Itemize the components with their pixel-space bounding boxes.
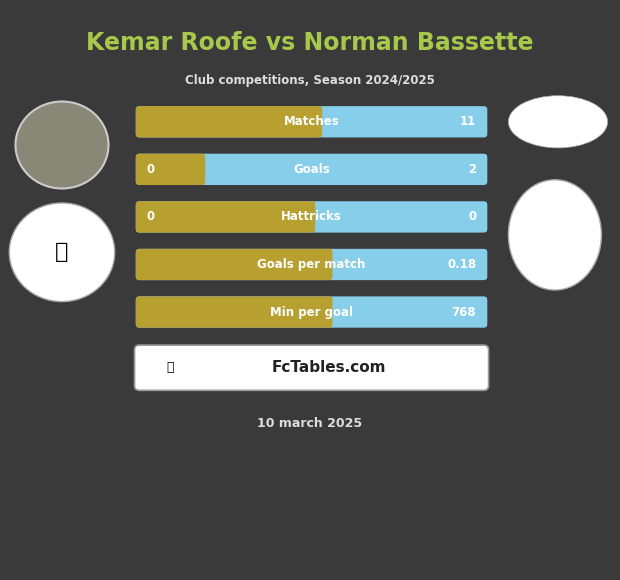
FancyBboxPatch shape bbox=[136, 154, 487, 185]
FancyBboxPatch shape bbox=[136, 249, 487, 280]
Text: 0: 0 bbox=[147, 163, 155, 176]
Text: Goals per match: Goals per match bbox=[257, 258, 366, 271]
Text: Hattricks: Hattricks bbox=[281, 211, 342, 223]
Text: Matches: Matches bbox=[284, 115, 339, 128]
FancyBboxPatch shape bbox=[136, 249, 332, 280]
Text: 768: 768 bbox=[451, 306, 476, 318]
Ellipse shape bbox=[508, 96, 608, 148]
FancyBboxPatch shape bbox=[136, 296, 332, 328]
Text: Goals: Goals bbox=[293, 163, 330, 176]
Text: 11: 11 bbox=[460, 115, 476, 128]
Circle shape bbox=[16, 102, 108, 188]
FancyBboxPatch shape bbox=[136, 201, 316, 233]
Text: 0: 0 bbox=[468, 211, 476, 223]
FancyBboxPatch shape bbox=[136, 154, 205, 185]
Text: 0: 0 bbox=[147, 211, 155, 223]
Text: FcTables.com: FcTables.com bbox=[272, 360, 386, 375]
Text: 0.18: 0.18 bbox=[447, 258, 476, 271]
Text: Kemar Roofe vs Norman Bassette: Kemar Roofe vs Norman Bassette bbox=[86, 31, 534, 56]
Text: Club competitions, Season 2024/2025: Club competitions, Season 2024/2025 bbox=[185, 74, 435, 86]
Text: Min per goal: Min per goal bbox=[270, 306, 353, 318]
Ellipse shape bbox=[508, 180, 601, 290]
Text: 🐏: 🐏 bbox=[55, 242, 69, 262]
Text: 10 march 2025: 10 march 2025 bbox=[257, 417, 363, 430]
FancyBboxPatch shape bbox=[136, 106, 322, 137]
FancyBboxPatch shape bbox=[135, 345, 489, 390]
Text: 2: 2 bbox=[468, 163, 476, 176]
FancyBboxPatch shape bbox=[136, 201, 487, 233]
Ellipse shape bbox=[9, 203, 115, 302]
FancyBboxPatch shape bbox=[136, 106, 487, 137]
FancyBboxPatch shape bbox=[136, 296, 487, 328]
Text: 📊: 📊 bbox=[167, 361, 174, 374]
